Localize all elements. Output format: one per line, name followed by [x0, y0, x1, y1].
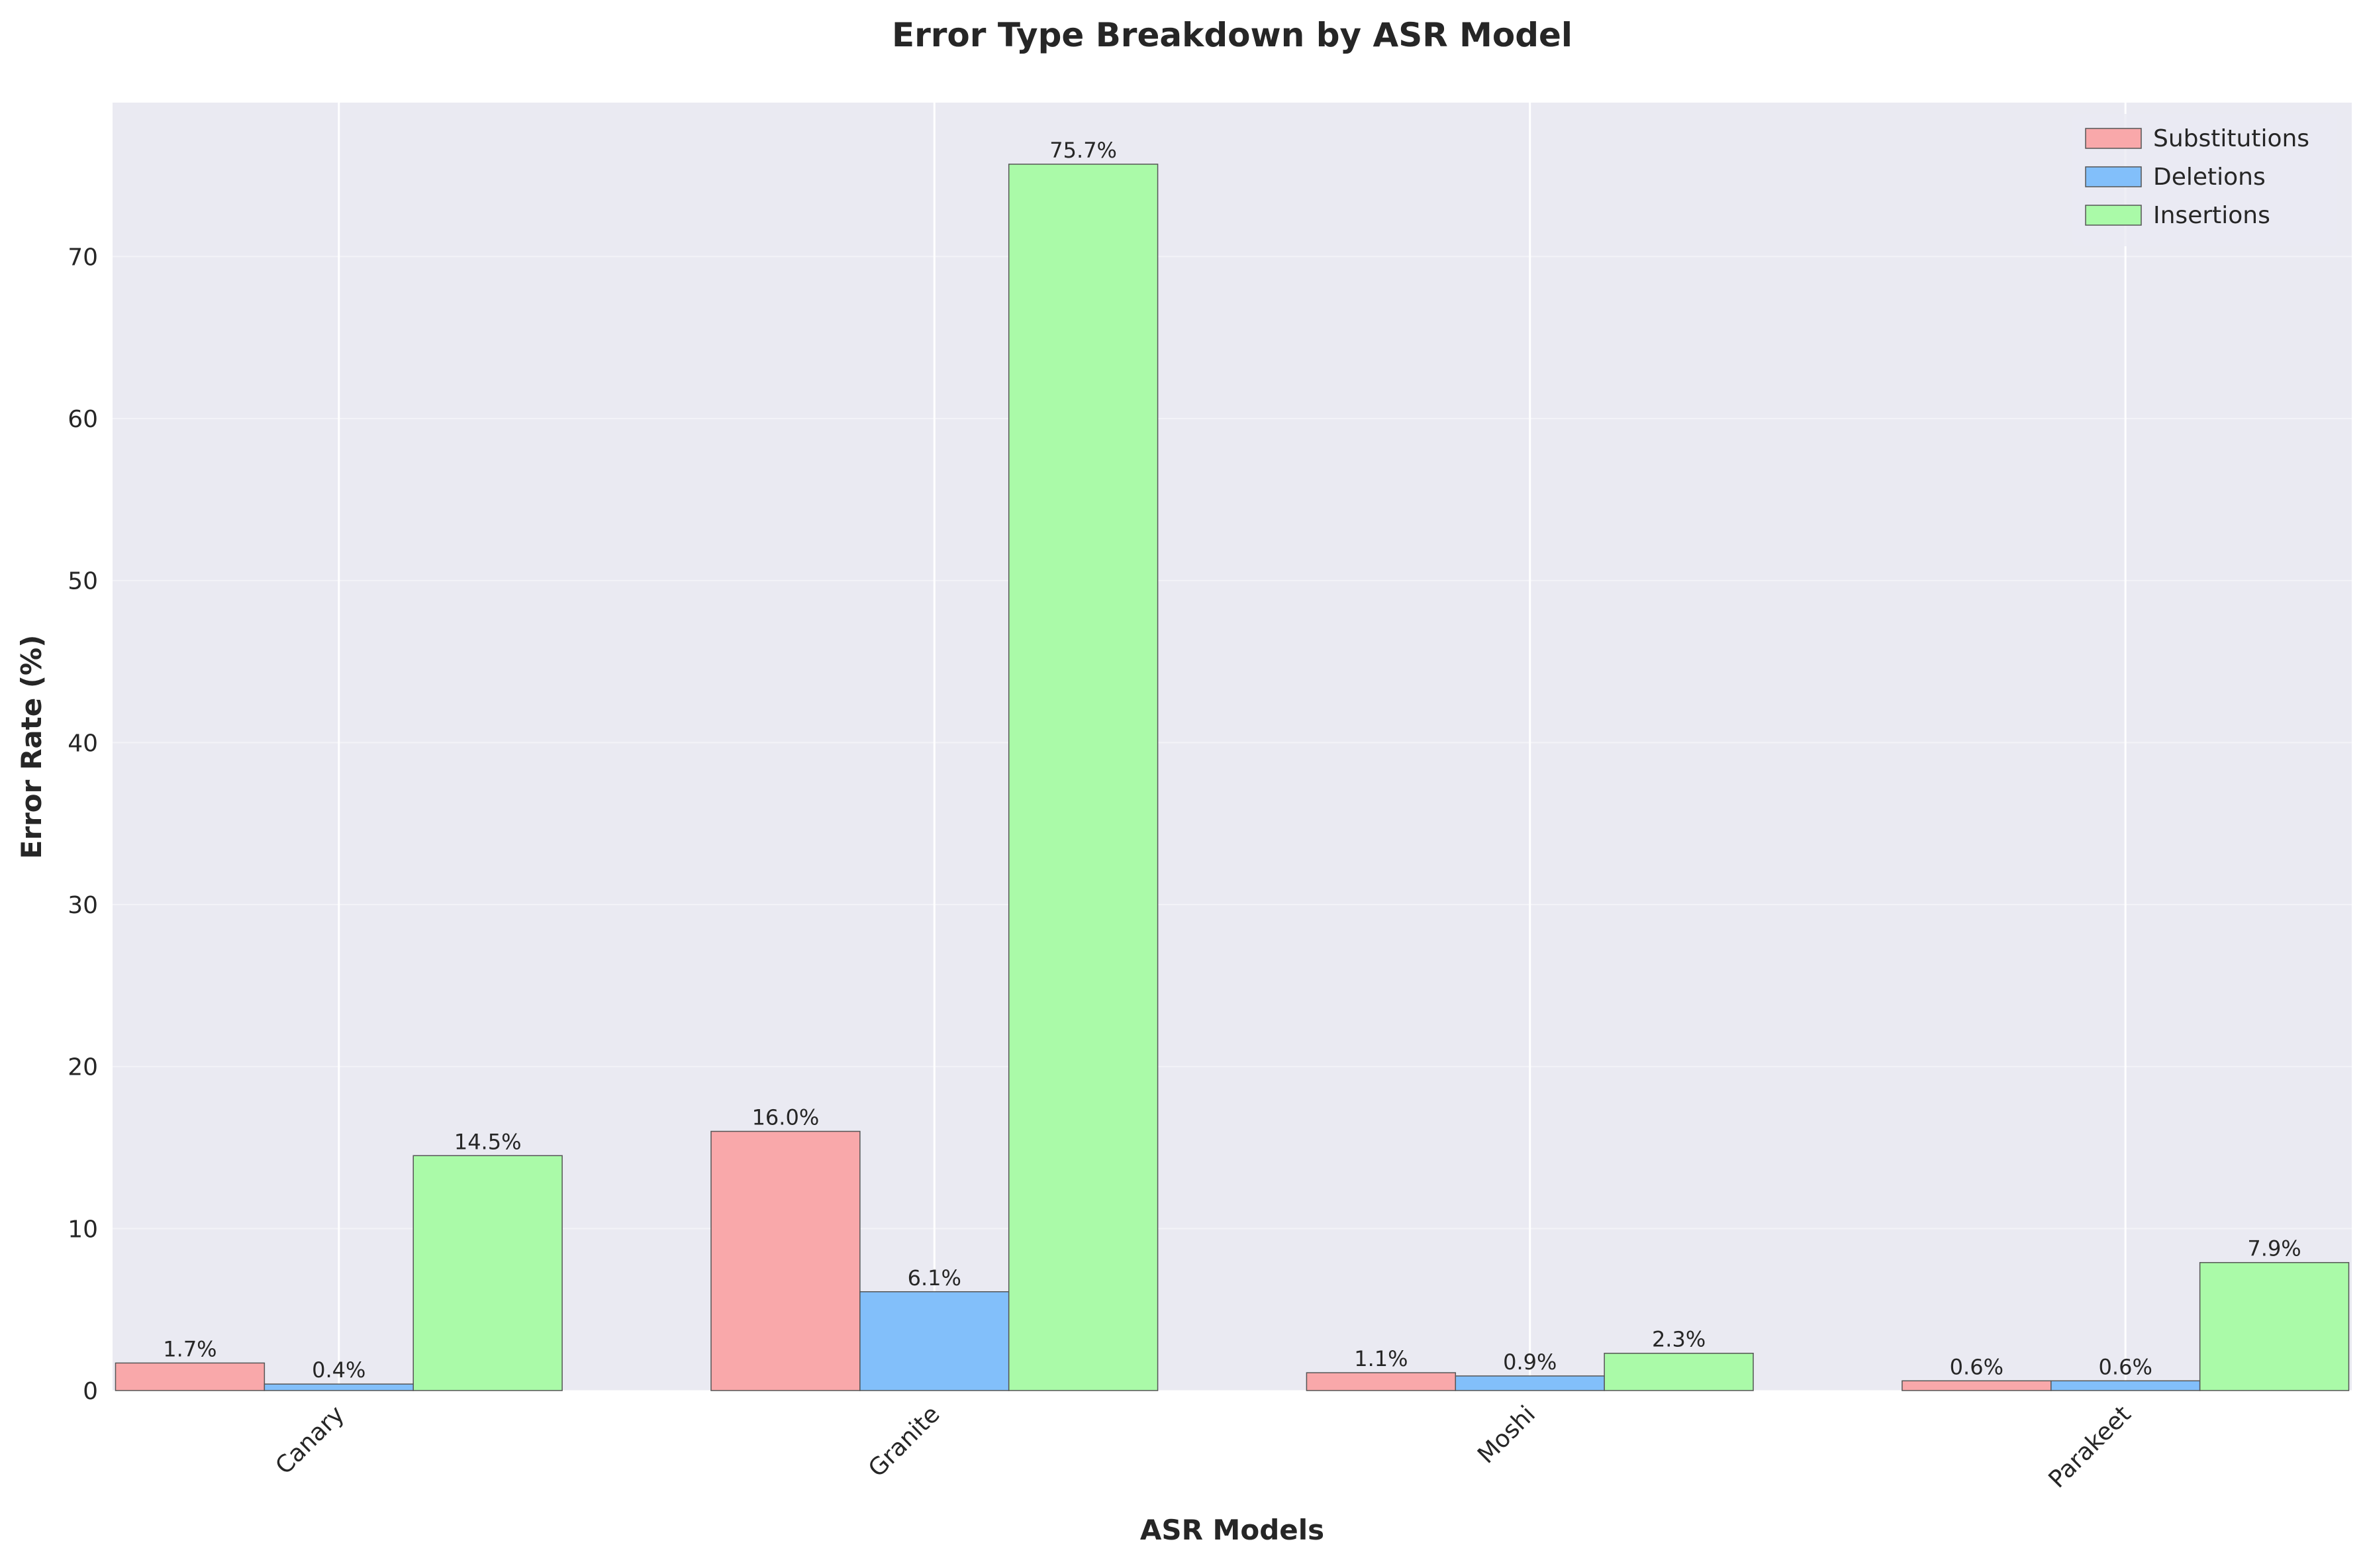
data-label: 0.6%: [1950, 1354, 2003, 1379]
bar: [1306, 1372, 1457, 1391]
data-label: 16.0%: [752, 1105, 820, 1130]
data-label: 1.1%: [1354, 1346, 1408, 1371]
y-axis-label: Error Rate (%): [15, 635, 48, 859]
data-label: 0.9%: [1503, 1349, 1557, 1375]
y-axis-ticks: 0 10 20 30 40 50 60 70: [68, 244, 98, 1405]
legend-swatch: [2085, 128, 2142, 149]
data-label: 0.6%: [2099, 1354, 2152, 1379]
bar: [2051, 1380, 2201, 1391]
data-label: 75.7%: [1049, 138, 1117, 163]
chart-title: Error Type Breakdown by ASR Model: [892, 16, 1572, 54]
y-tick-label: 50: [68, 568, 98, 595]
bar: [859, 1291, 1010, 1391]
y-tick-label: 10: [68, 1216, 98, 1243]
y-tick-label: 30: [68, 892, 98, 919]
x-tick-label: Granite: [863, 1400, 945, 1483]
bar: [1902, 1380, 2052, 1391]
data-label: 2.3%: [1652, 1327, 1706, 1352]
data-label: 14.5%: [454, 1129, 522, 1154]
y-tick-label: 40: [68, 730, 98, 757]
data-label: 6.1%: [908, 1265, 961, 1291]
data-label: 0.4%: [312, 1357, 365, 1383]
bar: [1455, 1375, 1605, 1391]
data-label: 1.7%: [163, 1336, 217, 1361]
x-axis-label: ASR Models: [1140, 1514, 1324, 1546]
bar: [1604, 1352, 1754, 1391]
legend-label: Insertions: [2153, 202, 2270, 229]
legend: Substitutions Deletions Insertions: [2072, 114, 2337, 246]
bar: [412, 1155, 563, 1391]
y-tick-label: 60: [68, 406, 98, 433]
data-labels: 1.7% 16.0% 1.1% 0.6% 0.4% 6.1% 0.9% 0.6% 14.5% 75…: [163, 138, 2301, 1383]
bar: [1008, 164, 1159, 1391]
bar: [2199, 1261, 2350, 1391]
legend-swatch: [2085, 166, 2142, 187]
data-label: 7.9%: [2247, 1236, 2301, 1261]
legend-label: Substitutions: [2153, 125, 2309, 152]
x-tick-label: Parakeet: [2044, 1400, 2137, 1493]
y-tick-label: 70: [68, 244, 98, 271]
x-tick-label: Canary: [271, 1400, 350, 1480]
y-tick-label: 0: [83, 1378, 98, 1405]
bar: [264, 1383, 414, 1391]
x-tick-label: Moshi: [1472, 1400, 1541, 1469]
legend-swatch: [2085, 205, 2142, 226]
bars: [115, 164, 2350, 1391]
grid-lines: [113, 103, 2352, 1391]
legend-label: Deletions: [2153, 164, 2266, 191]
bar: [710, 1130, 861, 1391]
bar: [115, 1362, 265, 1391]
y-tick-label: 20: [68, 1054, 98, 1081]
x-axis-ticks: Canary Granite Moshi Parakeet: [271, 1400, 2137, 1493]
